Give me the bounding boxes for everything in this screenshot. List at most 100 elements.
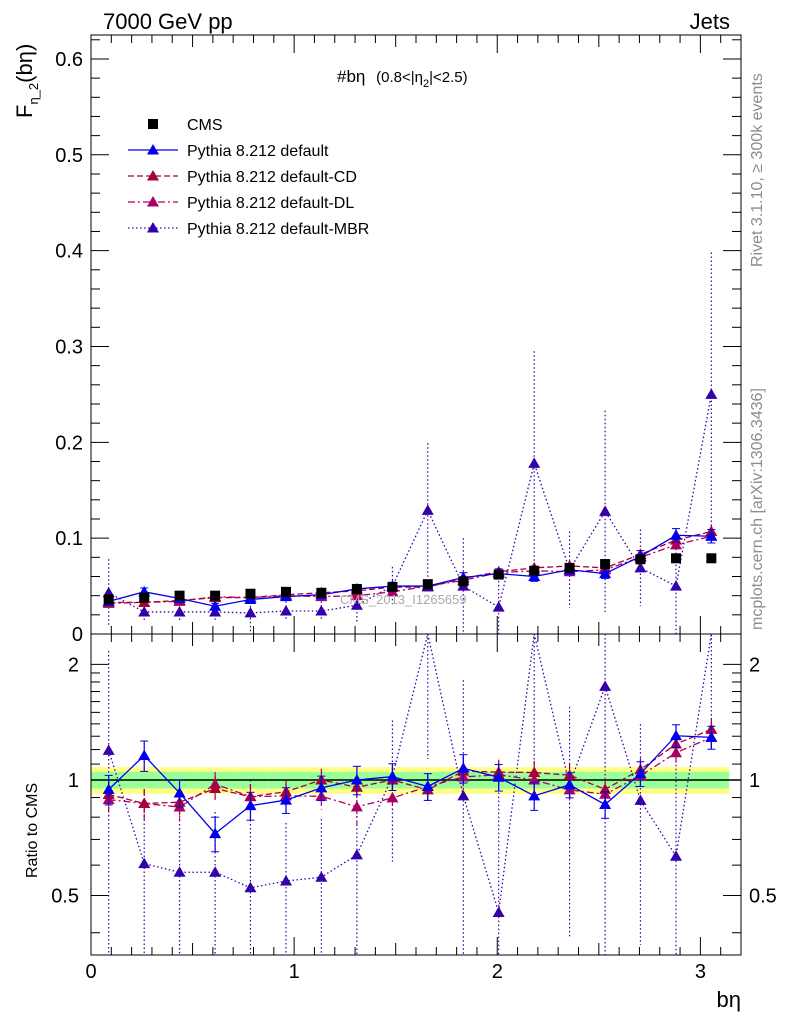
series-4-main (102, 252, 718, 634)
data-point-ratio (173, 866, 186, 877)
data-point-ratio (173, 786, 186, 798)
series-line-main (108, 534, 712, 607)
legend-marker (147, 144, 159, 155)
data-point-main (315, 604, 328, 616)
data-point-cms (351, 583, 362, 594)
data-point-ratio (457, 762, 470, 773)
data-point-ratio (244, 881, 257, 893)
y-axis-label-sub: η_2 (26, 83, 41, 105)
series-1-ratio (102, 724, 718, 853)
data-point-ratio (492, 771, 505, 782)
data-point-ratio (244, 799, 257, 811)
data-point-ratio (350, 800, 363, 812)
data-point-cms (245, 588, 256, 599)
data-point-main (421, 504, 434, 515)
x-tick-label: 1 (289, 961, 300, 983)
plot-title: #bη (0.8<|η2|<2.5) (337, 67, 468, 90)
data-point-cms (174, 590, 185, 601)
ratio-y-tick-label-right: 2 (749, 654, 760, 676)
ratio-frame (90, 633, 742, 956)
main-data (102, 252, 718, 634)
ratio-y-label: Ratio to CMS (24, 783, 41, 878)
ratio-y-tick-label: 1 (68, 770, 79, 792)
watermark: CMS_2013_I1265659 (340, 592, 467, 607)
data-point-main (173, 605, 186, 617)
energy-label: 7000 GeV pp (103, 9, 233, 34)
series-line-main (108, 394, 712, 614)
y-tick-label: 0.5 (55, 145, 83, 167)
data-point-ratio (634, 767, 647, 779)
ratio-axis-ticks: 0.5 0.5 1 1 2 2 0 1 2 3 (51, 634, 777, 983)
data-point-cms (210, 590, 221, 601)
series-line-ratio (108, 736, 712, 808)
series-line-ratio (108, 735, 712, 835)
data-point-ratio (599, 680, 612, 691)
process-label: Jets (690, 9, 730, 34)
plot-title-range-sub: 2 (423, 78, 429, 90)
data-point-cms (706, 553, 717, 564)
data-point-main (492, 601, 505, 612)
data-point-main (280, 604, 292, 616)
data-point-ratio (209, 827, 222, 839)
data-point-cms (422, 579, 433, 590)
data-point-main (244, 606, 257, 618)
data-point-ratio (421, 780, 434, 792)
plot-title-main: #bη (337, 67, 365, 86)
ratio-panel: 0.5 0.5 1 1 2 2 0 1 2 3 (51, 633, 777, 983)
data-point-ratio (634, 794, 647, 805)
x-axis-label: bη (717, 987, 741, 1012)
legend-label: CMS (187, 117, 223, 134)
ratio-data (102, 633, 718, 955)
data-point-main (350, 599, 363, 610)
legend-marker (147, 222, 159, 233)
data-point-ratio (492, 906, 505, 918)
series-line-ratio (108, 633, 712, 913)
series-line-ratio (108, 728, 712, 805)
data-point-ratio (670, 850, 682, 861)
data-point-cms (529, 565, 540, 576)
data-point-cms (458, 576, 469, 587)
data-point-ratio (670, 729, 682, 741)
x-tick-label: 0 (85, 961, 96, 983)
data-point-ratio (315, 871, 328, 882)
data-point-main (670, 580, 682, 591)
legend-marker (147, 196, 159, 207)
data-point-ratio (138, 797, 151, 808)
y-tick-label: 0.3 (55, 336, 83, 358)
data-point-cms (671, 553, 681, 564)
data-point-ratio (280, 875, 292, 886)
data-point-ratio (102, 783, 115, 794)
data-point-ratio (386, 770, 399, 782)
y-tick-label: 0 (72, 624, 83, 646)
series-line-main (108, 530, 712, 604)
main-panel: 0 0.1 0.2 0.3 0.4 0.5 0.6 CMS_2013_I1265659 (55, 34, 742, 646)
data-point-cms (493, 569, 504, 580)
legend-marker (148, 119, 158, 129)
data-point-main (705, 388, 718, 399)
y-axis-label: Fη_2(bη) (12, 44, 41, 118)
series-cms-main (103, 553, 717, 605)
legend-marker (147, 170, 159, 181)
data-point-main (209, 600, 222, 611)
legend-label: Pythia 8.212 default-MBR (187, 221, 369, 238)
data-point-cms (387, 582, 398, 593)
ratio-y-tick-label-right: 0.5 (749, 886, 777, 908)
data-point-main (705, 530, 718, 541)
data-point-ratio (599, 798, 612, 810)
y-tick-label: 0.4 (55, 241, 83, 263)
data-point-ratio (315, 781, 328, 793)
data-point-ratio (457, 789, 470, 801)
main-axis-ticks: 0 0.1 0.2 0.3 0.4 0.5 0.6 (55, 35, 742, 646)
data-point-cms (316, 587, 327, 598)
data-point-ratio (563, 778, 576, 790)
y-tick-label: 0.2 (55, 432, 83, 454)
data-point-ratio (209, 866, 222, 877)
ratio-y-tick-label: 2 (68, 654, 79, 676)
data-point-main (599, 567, 612, 579)
data-point-ratio (209, 782, 222, 794)
data-point-ratio (528, 789, 541, 801)
y-tick-label: 0.1 (55, 528, 83, 550)
y-tick-label: 0.6 (55, 49, 83, 71)
data-point-ratio (599, 783, 612, 794)
